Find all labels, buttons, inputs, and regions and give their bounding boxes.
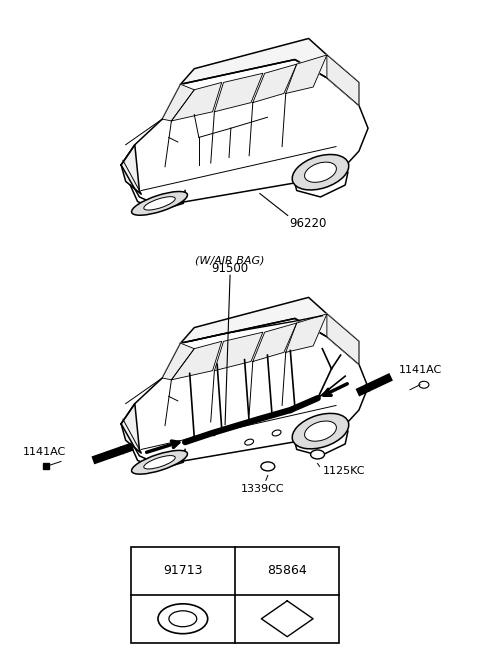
Polygon shape — [162, 343, 194, 380]
Polygon shape — [253, 64, 297, 103]
Ellipse shape — [132, 451, 188, 474]
Polygon shape — [215, 73, 263, 112]
Polygon shape — [262, 601, 313, 637]
Polygon shape — [121, 145, 141, 195]
Polygon shape — [327, 55, 359, 105]
Ellipse shape — [292, 413, 349, 449]
Polygon shape — [215, 332, 263, 371]
Text: 1125KC: 1125KC — [323, 466, 365, 476]
Polygon shape — [171, 341, 222, 380]
Text: 91500: 91500 — [212, 262, 249, 275]
Polygon shape — [121, 403, 141, 453]
Ellipse shape — [158, 604, 208, 633]
Text: 1141AC: 1141AC — [399, 365, 443, 375]
Polygon shape — [286, 55, 327, 94]
Bar — [131, 547, 339, 643]
Polygon shape — [180, 297, 359, 364]
Ellipse shape — [305, 421, 336, 441]
Text: 1339CC: 1339CC — [241, 484, 285, 495]
Ellipse shape — [144, 196, 175, 210]
Polygon shape — [286, 314, 327, 352]
Polygon shape — [162, 84, 194, 121]
Ellipse shape — [419, 381, 429, 388]
Ellipse shape — [311, 450, 324, 459]
Ellipse shape — [272, 430, 281, 436]
Polygon shape — [121, 318, 368, 465]
Ellipse shape — [261, 462, 275, 471]
Ellipse shape — [169, 611, 197, 627]
Text: 91713: 91713 — [163, 565, 203, 578]
Text: (W/AIR BAG): (W/AIR BAG) — [195, 255, 265, 265]
Ellipse shape — [292, 155, 349, 190]
Text: 1141AC: 1141AC — [23, 447, 66, 457]
Text: 96220: 96220 — [290, 217, 327, 231]
Polygon shape — [253, 323, 297, 362]
Ellipse shape — [144, 456, 175, 469]
Polygon shape — [121, 60, 368, 206]
Polygon shape — [180, 39, 359, 105]
Ellipse shape — [132, 191, 188, 215]
Polygon shape — [327, 314, 359, 364]
Ellipse shape — [245, 439, 253, 445]
Ellipse shape — [305, 162, 336, 182]
Polygon shape — [171, 83, 222, 121]
Text: 85864: 85864 — [267, 565, 307, 578]
